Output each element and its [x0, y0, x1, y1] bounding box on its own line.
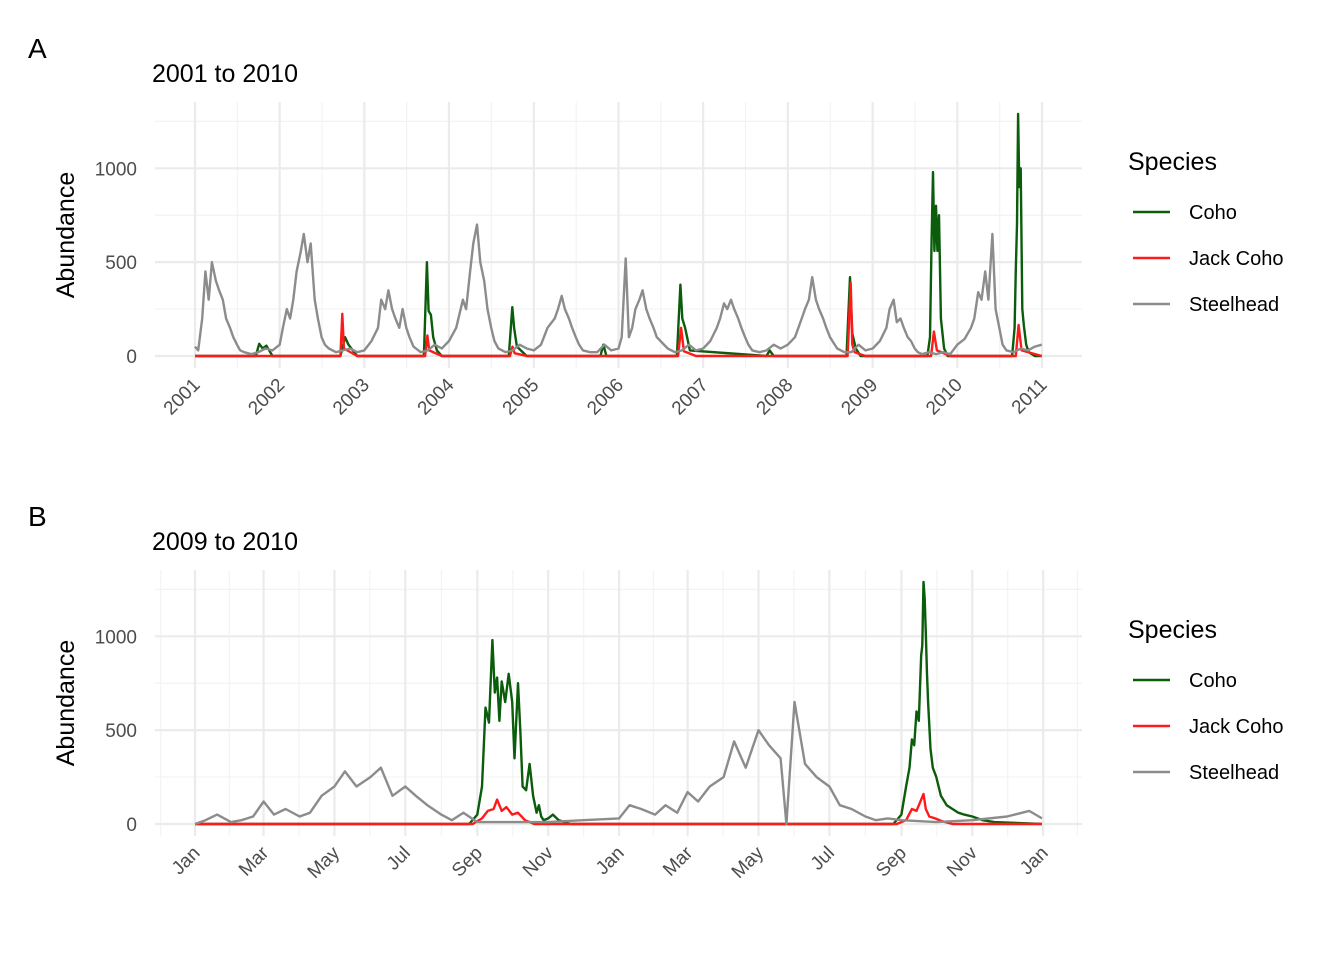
panel-letter: B — [28, 501, 47, 532]
x-tick-label: Jul — [383, 843, 415, 875]
series-line-coho — [195, 112, 1042, 358]
y-axis-title: Abundance — [52, 172, 80, 299]
y-tick-label: 500 — [105, 721, 137, 742]
plot-title: 2001 to 2010 — [152, 60, 298, 88]
y-tick-label: 0 — [126, 347, 137, 368]
y-tick-label: 500 — [105, 253, 137, 274]
x-tick-label: 2010 — [922, 375, 967, 420]
x-tick-label: Jan — [168, 843, 205, 880]
x-tick-label: May — [728, 842, 769, 883]
chart-panel-a: 0 500 1000 2001 2002 2003 2004 2005 2006 2007 2008… — [28, 33, 1284, 419]
legend-label: Coho — [1189, 670, 1237, 692]
series-line-steelhead — [194, 700, 1043, 826]
x-tick-label: Sep — [872, 843, 911, 882]
x-tick-label: May — [304, 842, 345, 883]
x-tick-label: Mar — [235, 842, 273, 880]
panel-letter: A — [28, 33, 47, 64]
x-tick-label: 2001 — [160, 375, 205, 420]
x-tick-label: Nov — [943, 842, 982, 881]
x-tick-label: 2008 — [753, 375, 798, 420]
series-line-jack-coho — [195, 281, 1043, 358]
x-tick-label: Mar — [659, 842, 697, 880]
x-tick-label: Nov — [519, 842, 558, 881]
legend-label: Steelhead — [1189, 294, 1279, 316]
x-tick-label: 2004 — [414, 374, 459, 419]
series-line-jack-coho — [195, 792, 1042, 826]
legend-label: Jack Coho — [1189, 716, 1284, 738]
x-tick-label: Jan — [592, 843, 629, 880]
legend-label: Coho — [1189, 202, 1237, 224]
x-tick-label: 2009 — [837, 375, 882, 420]
y-axis-title: Abundance — [52, 640, 80, 767]
legend-label: Steelhead — [1189, 762, 1279, 784]
x-tick-label: 2003 — [329, 375, 374, 420]
x-tick-label: 2002 — [244, 375, 289, 420]
y-tick-label: 1000 — [95, 627, 137, 648]
x-tick-label: 2007 — [668, 375, 713, 420]
y-tick-label: 0 — [126, 815, 137, 836]
x-tick-label: Sep — [448, 843, 487, 882]
plot-title: 2009 to 2010 — [152, 528, 298, 556]
y-tick-label: 1000 — [95, 159, 137, 180]
x-tick-label: Jan — [1016, 843, 1053, 880]
legend-label: Jack Coho — [1189, 248, 1284, 270]
x-tick-label: 2011 — [1008, 375, 1052, 419]
chart-panel-b: 0 500 1000 Jan Mar May Jul Sep Nov Jan Mar May Jul Se… — [28, 501, 1284, 883]
series-line-steelhead — [194, 223, 1043, 356]
legend-title: Species — [1128, 148, 1217, 176]
legend-title: Species — [1128, 616, 1217, 644]
x-tick-label: 2006 — [583, 375, 628, 420]
x-tick-label: Jul — [807, 843, 839, 875]
x-tick-label: 2005 — [499, 375, 544, 420]
